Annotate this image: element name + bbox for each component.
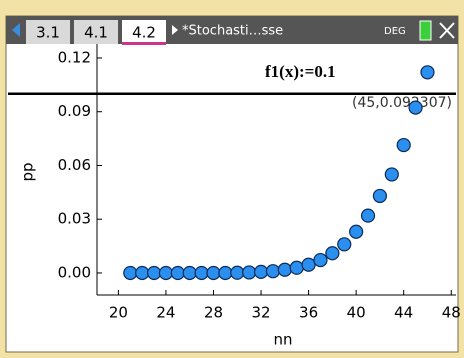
- point: [362, 209, 375, 222]
- point: [421, 66, 434, 79]
- point: [338, 238, 351, 251]
- point: [326, 247, 339, 260]
- screen: 3.1 4.1 4.2 *Stochasti…sse DEG pp nn f1(…: [0, 0, 464, 358]
- point: [255, 265, 268, 278]
- point: [183, 266, 196, 279]
- tab-label[interactable]: 4.2: [132, 24, 156, 42]
- x-tick-label: 36: [299, 304, 318, 322]
- y-tick-label: 0.03: [58, 210, 91, 228]
- point: [207, 266, 220, 279]
- point: [314, 254, 327, 267]
- point: [195, 266, 208, 279]
- battery: [420, 21, 431, 40]
- x-axis-label: nn: [273, 331, 292, 349]
- point-label: (45,0.092307): [352, 95, 452, 111]
- x-tick-label: 20: [109, 304, 128, 322]
- page: 3.1 4.1 4.2 *Stochasti…sse DEG pp nn f1(…: [0, 0, 464, 358]
- point: [266, 265, 279, 278]
- point: [243, 266, 256, 279]
- x-tick-label: 28: [204, 304, 223, 322]
- point: [409, 101, 422, 114]
- point: [148, 266, 161, 279]
- point: [373, 189, 386, 202]
- x-tick-label: 24: [156, 304, 175, 322]
- point: [385, 168, 398, 181]
- x-tick-label: 40: [347, 304, 366, 322]
- point: [397, 139, 410, 152]
- point: [350, 225, 363, 238]
- point: [124, 266, 137, 279]
- point: [159, 266, 172, 279]
- y-tick-label: 0.09: [58, 102, 91, 120]
- point: [302, 258, 315, 271]
- tab-underline: [122, 42, 166, 45]
- x-tick-label: 44: [394, 304, 413, 322]
- document-title: *Stochasti…sse: [182, 24, 283, 39]
- mode: DEG: [384, 26, 406, 37]
- y-tick-label: 0.06: [58, 156, 91, 174]
- x-tick-label: 48: [442, 304, 461, 322]
- x-tick-label: 32: [251, 304, 270, 322]
- y-tick-label: 0.12: [58, 48, 91, 66]
- point: [290, 261, 303, 274]
- tab-label[interactable]: 3.1: [36, 24, 60, 42]
- y-tick-label: 0.00: [58, 263, 91, 281]
- point: [278, 263, 291, 276]
- point: [136, 266, 149, 279]
- y-axis-label: pp: [19, 162, 37, 181]
- tab-label[interactable]: 4.1: [84, 24, 108, 42]
- point: [219, 266, 232, 279]
- point: [171, 266, 184, 279]
- point: [231, 266, 244, 279]
- function-label: f1(x):=0.1: [265, 62, 336, 81]
